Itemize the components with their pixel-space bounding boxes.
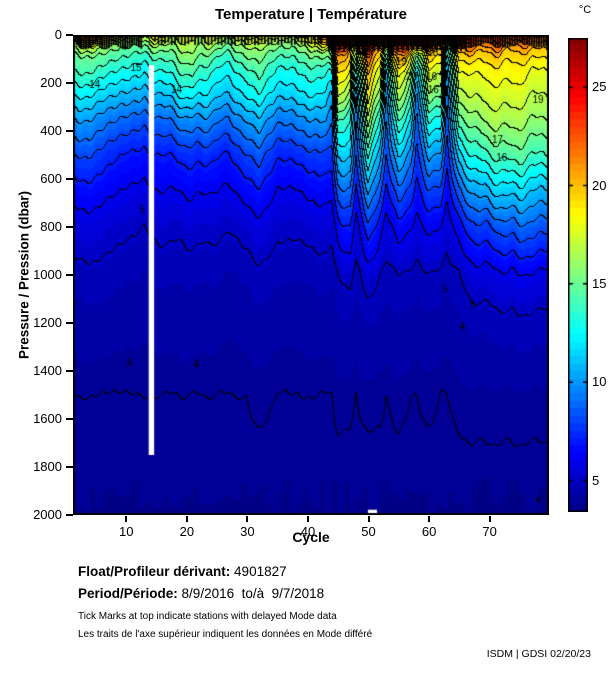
period-label: Period/Période: — [78, 586, 178, 601]
y-tick-label: 600 — [40, 171, 62, 186]
colorbar-tick-label: 5 — [592, 472, 600, 488]
y-tick-mark — [66, 226, 73, 228]
y-tick-label: 400 — [40, 123, 62, 138]
y-tick-label: 1200 — [33, 315, 62, 330]
colorbar-tick-label: 15 — [592, 275, 607, 291]
x-axis-label: Cycle — [292, 529, 330, 545]
y-tick-label: 0 — [54, 27, 62, 42]
y-tick-mark — [66, 418, 73, 420]
x-tick-mark — [367, 516, 370, 522]
x-tick-label: 50 — [361, 524, 376, 539]
y-tick-mark — [66, 178, 73, 180]
x-tick-label: 30 — [240, 524, 255, 539]
x-tick-label: 40 — [300, 524, 316, 539]
delayed-mode-note-fr: Les traits de l'axe supérieur indiquent … — [78, 629, 373, 640]
y-tick-mark — [66, 370, 73, 372]
y-tick-label: 200 — [40, 75, 62, 90]
credit-stamp: ISDM | GDSI 02/20/23 — [486, 648, 591, 660]
x-tick-mark — [246, 516, 249, 522]
x-tick-mark — [185, 516, 188, 522]
float-id-line: Float/Profileur dérivant: 4901827 — [78, 564, 287, 579]
colorbar-unit-label: °C — [578, 4, 592, 16]
period-value: 8/9/2016 to/à 9/7/2018 — [181, 586, 325, 601]
delayed-mode-note-en: Tick Marks at top indicate stations with… — [78, 611, 337, 622]
y-tick-mark — [66, 322, 73, 324]
colorbar-tick-label: 25 — [592, 79, 607, 95]
y-tick-mark — [66, 466, 73, 468]
x-tick-mark — [428, 516, 431, 522]
period-line: Period/Période: 8/9/2016 to/à 9/7/2018 — [78, 586, 324, 601]
float-id-value: 4901827 — [234, 564, 287, 579]
x-tick-label: 60 — [421, 524, 437, 539]
y-tick-label: 1600 — [33, 411, 62, 426]
y-tick-mark — [66, 34, 73, 36]
x-tick-mark — [488, 516, 491, 522]
y-tick-label: 1800 — [33, 459, 62, 474]
x-tick-label: 10 — [119, 524, 134, 539]
y-tick-mark — [66, 130, 73, 132]
y-tick-mark — [66, 274, 73, 276]
y-tick-mark — [66, 82, 73, 84]
colorbar-tick-label: 20 — [592, 177, 607, 193]
x-tick-mark — [125, 516, 128, 522]
float-id-label: Float/Profileur dérivant: — [78, 564, 231, 579]
x-tick-mark — [306, 516, 309, 522]
x-tick-label: 70 — [482, 524, 497, 539]
temperature-section-heatmap — [73, 35, 549, 515]
y-tick-label: 1000 — [33, 267, 62, 282]
chart-title: Temperature | Température — [214, 6, 408, 23]
colorbar-tick-label: 10 — [592, 374, 607, 390]
colorbar — [568, 38, 588, 512]
y-tick-label: 800 — [40, 219, 62, 234]
y-tick-label: 2000 — [33, 507, 62, 522]
x-tick-label: 20 — [179, 524, 195, 539]
y-tick-label: 1400 — [33, 363, 62, 378]
y-tick-mark — [66, 514, 73, 516]
